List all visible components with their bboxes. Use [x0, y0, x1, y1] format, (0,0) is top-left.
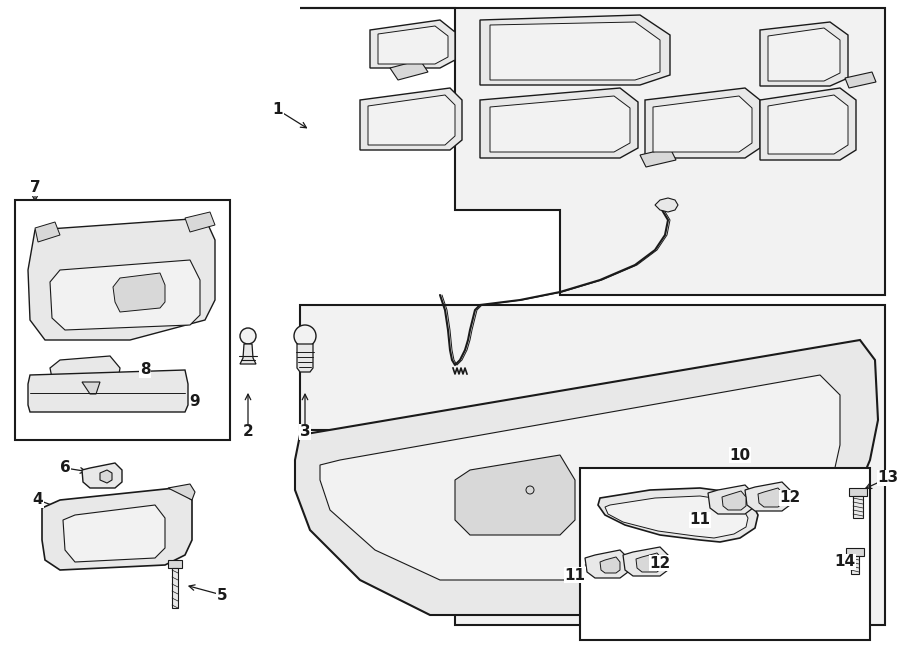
Polygon shape [851, 556, 859, 574]
Text: 6: 6 [59, 461, 70, 475]
Polygon shape [82, 382, 100, 394]
Polygon shape [172, 568, 178, 608]
Polygon shape [490, 96, 630, 152]
Text: 11: 11 [689, 512, 710, 527]
Polygon shape [768, 95, 848, 154]
Polygon shape [846, 548, 864, 556]
Polygon shape [295, 340, 878, 615]
Polygon shape [480, 88, 638, 158]
Text: 14: 14 [834, 555, 856, 570]
Polygon shape [722, 491, 746, 510]
Text: 7: 7 [30, 180, 40, 196]
Polygon shape [100, 470, 112, 483]
Text: 10: 10 [729, 447, 751, 463]
Text: 12: 12 [779, 490, 801, 506]
Polygon shape [240, 344, 256, 364]
Polygon shape [636, 553, 662, 572]
Polygon shape [598, 488, 758, 542]
Text: 2: 2 [243, 424, 254, 440]
Polygon shape [378, 26, 448, 64]
Polygon shape [50, 356, 120, 384]
Polygon shape [585, 550, 628, 578]
Text: 13: 13 [878, 471, 898, 485]
Polygon shape [708, 485, 753, 514]
Text: 9: 9 [190, 395, 201, 410]
Text: 5: 5 [217, 588, 228, 602]
Polygon shape [15, 200, 230, 440]
Polygon shape [600, 557, 620, 573]
Text: 12: 12 [650, 555, 670, 570]
Polygon shape [185, 212, 215, 232]
Polygon shape [640, 148, 676, 167]
Polygon shape [360, 88, 462, 150]
Polygon shape [297, 344, 313, 372]
Polygon shape [320, 375, 840, 580]
Polygon shape [28, 218, 215, 340]
Polygon shape [168, 560, 182, 568]
Circle shape [240, 328, 256, 344]
Polygon shape [370, 20, 455, 68]
Polygon shape [655, 198, 678, 212]
Polygon shape [490, 22, 660, 80]
Polygon shape [455, 455, 575, 535]
Polygon shape [605, 496, 748, 538]
Polygon shape [390, 60, 428, 80]
Polygon shape [300, 8, 885, 295]
Polygon shape [745, 482, 790, 511]
Polygon shape [28, 370, 188, 412]
Polygon shape [760, 88, 856, 160]
Polygon shape [758, 488, 783, 507]
Text: 1: 1 [273, 102, 284, 118]
Polygon shape [623, 547, 668, 576]
Polygon shape [580, 468, 870, 640]
Text: 4: 4 [32, 492, 43, 508]
Text: 11: 11 [564, 568, 586, 582]
Polygon shape [300, 305, 885, 625]
Polygon shape [768, 28, 840, 81]
Polygon shape [63, 505, 165, 562]
Polygon shape [35, 222, 60, 242]
Polygon shape [480, 15, 670, 85]
Polygon shape [853, 496, 863, 518]
Circle shape [526, 486, 534, 494]
Polygon shape [845, 72, 876, 88]
Polygon shape [653, 96, 752, 152]
Polygon shape [82, 463, 122, 488]
Circle shape [294, 325, 316, 347]
Polygon shape [168, 484, 195, 500]
Polygon shape [50, 260, 200, 330]
Polygon shape [42, 488, 192, 570]
Text: 3: 3 [300, 424, 310, 440]
Text: 8: 8 [140, 362, 150, 377]
Polygon shape [760, 22, 848, 86]
Polygon shape [645, 88, 760, 158]
Polygon shape [113, 273, 165, 312]
Polygon shape [368, 95, 455, 145]
Polygon shape [849, 488, 867, 496]
